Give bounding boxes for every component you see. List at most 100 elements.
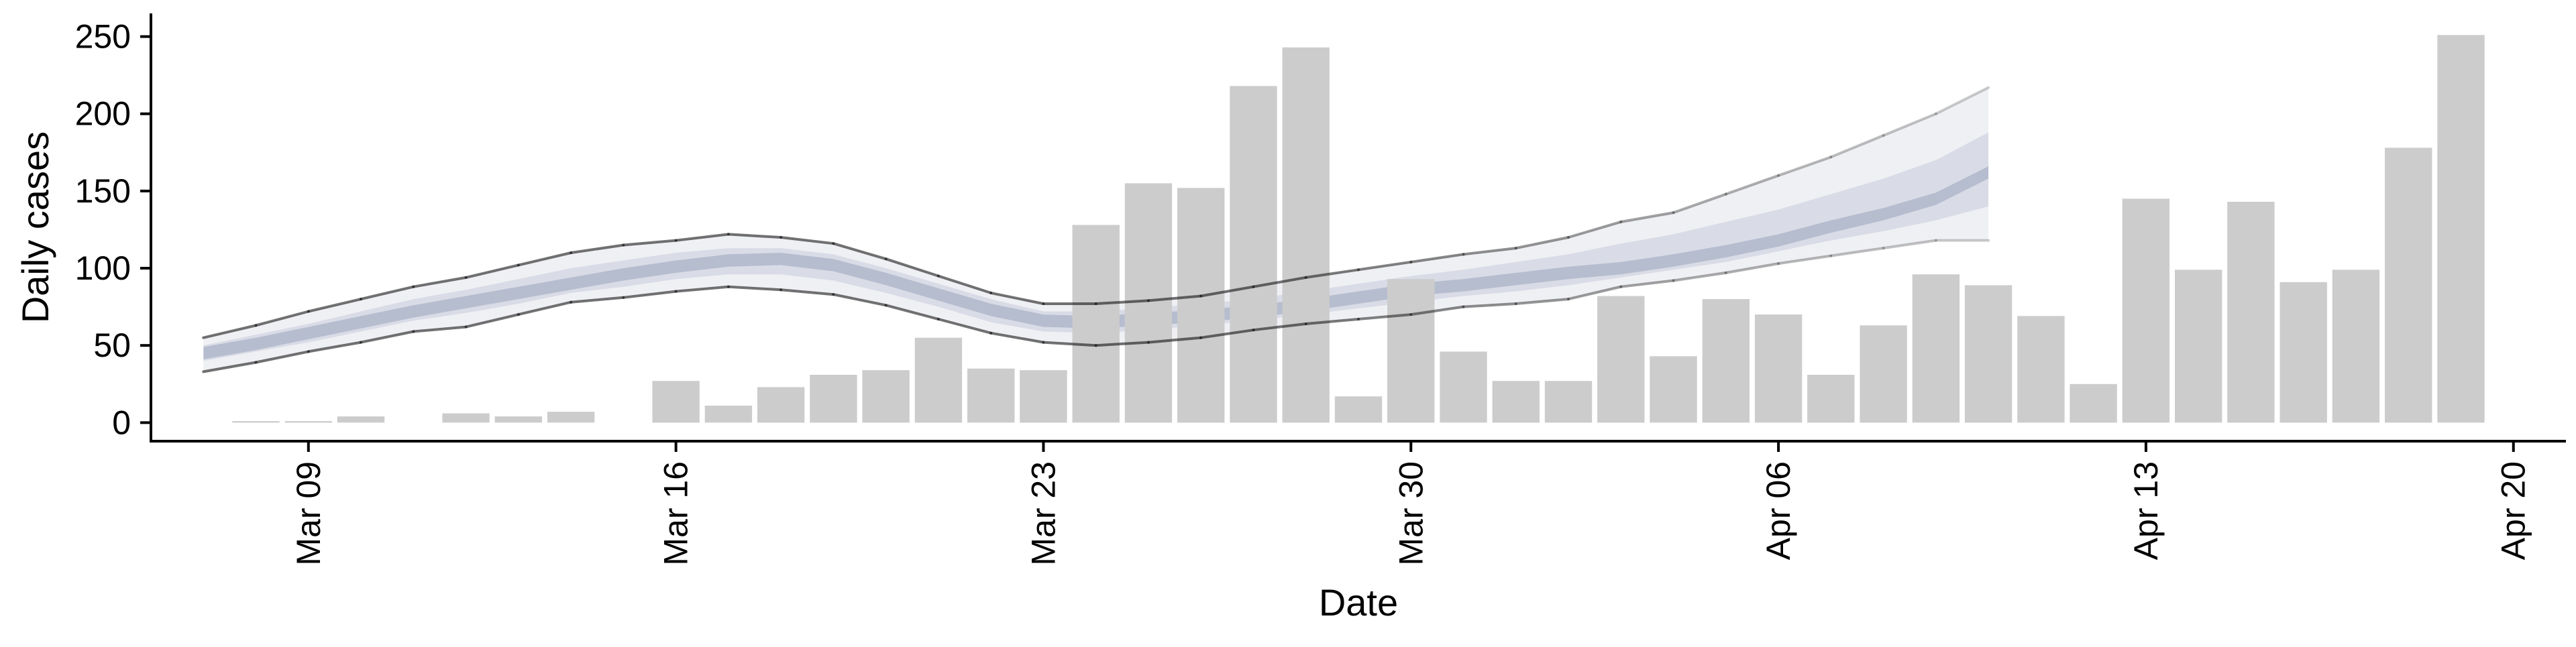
lower-bound-line-seg-30 [1777, 254, 1833, 266]
lower-bound-line-seg-4 [412, 325, 468, 333]
upper-bound-line-seg-9 [674, 233, 730, 242]
bar-2020-03-13 [494, 416, 542, 423]
upper-bound-line-seg-25 [1514, 236, 1570, 250]
upper-bound-line-seg-19 [1199, 285, 1255, 298]
x-tick-label-2020-03-30: Mar 30 [1392, 461, 1430, 566]
bar-2020-03-24 [1072, 225, 1120, 423]
upper-bound-line-seg-8 [622, 239, 678, 247]
x-axis-ticks: Mar 09 Mar 16 Mar 23 Mar 30 Apr 06 Apr 13 Apr … [290, 441, 2532, 566]
bar-2020-04-03 [1597, 296, 1645, 423]
bar-2020-04-09 [1912, 274, 1960, 423]
bar-2020-03-26 [1177, 188, 1225, 423]
lower-bound-line-seg-23 [1409, 305, 1465, 316]
x-axis-title: Date [1319, 581, 1398, 624]
bar-2020-04-05 [1702, 299, 1750, 423]
lower-bound-line-seg-32 [1882, 239, 1937, 250]
bar-2020-03-12 [442, 413, 490, 423]
bar-2020-03-30 [1387, 279, 1435, 423]
lower-bound-line-seg-11 [780, 288, 835, 296]
lower-bound-line-seg-5 [464, 313, 520, 329]
bar-2020-04-14 [2175, 270, 2222, 423]
upper-bound-line-seg-31 [1829, 134, 1885, 159]
upper-bound-line-seg-23 [1409, 253, 1465, 263]
bar-2020-03-23 [1020, 370, 1067, 423]
lower-bound-line-seg-8 [622, 290, 678, 299]
bar-2020-03-17 [704, 406, 753, 423]
bar-2020-03-14 [547, 412, 595, 423]
bar-2020-04-02 [1544, 381, 1593, 423]
bar-2020-04-07 [1807, 375, 1855, 423]
bar-2020-03-19 [810, 375, 857, 423]
upper-bound-line-seg-1 [254, 310, 310, 327]
lower-bound-line-seg-26 [1567, 285, 1623, 301]
case-bars [232, 35, 2485, 423]
y-tick-label-250: 250 [75, 18, 131, 56]
upper-bound-line-seg-14 [936, 274, 993, 294]
x-tick-label-2020-04-06: Apr 06 [1760, 461, 1797, 560]
bar-2020-03-22 [967, 368, 1015, 423]
bar-2020-03-28 [1282, 47, 1330, 423]
y-tick-label-150: 150 [75, 172, 131, 210]
lower-bound-line-seg-17 [1094, 341, 1150, 347]
lower-bound-line-seg-10 [727, 285, 783, 292]
bar-2020-03-20 [862, 370, 910, 423]
upper-bound-line-seg-3 [360, 285, 415, 301]
bar-2020-04-11 [2017, 316, 2065, 423]
bar-2020-03-31 [1440, 351, 1487, 423]
lower-bound-line-seg-0 [202, 361, 258, 373]
bar-2020-04-12 [2070, 384, 2117, 423]
upper-bound-line-seg-33 [1934, 86, 1990, 115]
bar-2020-04-18 [2385, 148, 2432, 423]
lower-bound-line-seg-1 [254, 350, 310, 364]
x-tick-label-2020-03-09: Mar 09 [290, 461, 327, 566]
lower-bound-line-seg-25 [1514, 298, 1570, 305]
bar-2020-04-04 [1650, 356, 1697, 423]
lower-bound-line-seg-9 [674, 285, 730, 293]
upper-bound-line-seg-21 [1304, 268, 1360, 279]
bar-2020-03-16 [652, 381, 700, 423]
bar-2020-04-06 [1754, 314, 1803, 423]
upper-bound-line-seg-11 [780, 236, 835, 245]
upper-bound-line-seg-7 [570, 243, 625, 254]
upper-bound-line-seg-12 [832, 242, 888, 261]
bar-2020-03-18 [757, 387, 805, 423]
upper-bound-line-seg-28 [1672, 192, 1727, 215]
bar-2020-04-10 [1964, 285, 2012, 423]
x-tick-label-2020-04-20: Apr 20 [2495, 461, 2532, 560]
lower-bound-line-seg-14 [936, 318, 993, 335]
upper-bound-line-seg-15 [989, 291, 1045, 305]
lower-bound-line-seg-7 [570, 296, 625, 304]
bar-2020-03-09 [284, 421, 332, 423]
bar-2020-03-25 [1124, 183, 1173, 423]
bar-2020-03-10 [337, 416, 385, 423]
ribbon-90-interval [203, 87, 1989, 372]
bar-2020-04-01 [1492, 381, 1540, 423]
lower-bound-line-seg-12 [832, 293, 888, 307]
upper-bound-line-seg-22 [1357, 260, 1413, 272]
upper-bound-line-seg-26 [1567, 220, 1623, 239]
lower-bound-line-seg-16 [1042, 341, 1097, 347]
lower-bound-line-seg-18 [1147, 336, 1203, 344]
upper-bound-line-seg-27 [1619, 211, 1675, 223]
upper-bound-line-seg-10 [727, 233, 783, 239]
lower-bound-line-seg-15 [989, 331, 1045, 344]
y-tick-label-0: 0 [112, 404, 131, 441]
upper-bound-line-seg-20 [1252, 276, 1307, 288]
lower-bound-line-seg-3 [360, 330, 415, 344]
lower-bound-line-seg-19 [1199, 329, 1255, 339]
upper-bound-line-seg-5 [464, 263, 520, 279]
lower-bound-line-seg-29 [1724, 262, 1780, 274]
lower-bound-line-seg-24 [1462, 302, 1517, 308]
x-tick-label-2020-03-16: Mar 16 [657, 461, 695, 566]
bar-2020-04-13 [2122, 198, 2170, 423]
y-axis-ticks: 0 50 100 150 200 250 [75, 18, 151, 441]
upper-bound-line-seg-4 [412, 276, 468, 288]
upper-bound-line-seg-17 [1094, 299, 1150, 305]
upper-bound-line-seg-18 [1147, 294, 1203, 302]
y-tick-label-100: 100 [75, 249, 131, 287]
upper-bound-line-seg-6 [517, 251, 573, 267]
lower-bound-line-seg-31 [1829, 247, 1885, 257]
upper-bound-line-seg-24 [1462, 247, 1517, 256]
